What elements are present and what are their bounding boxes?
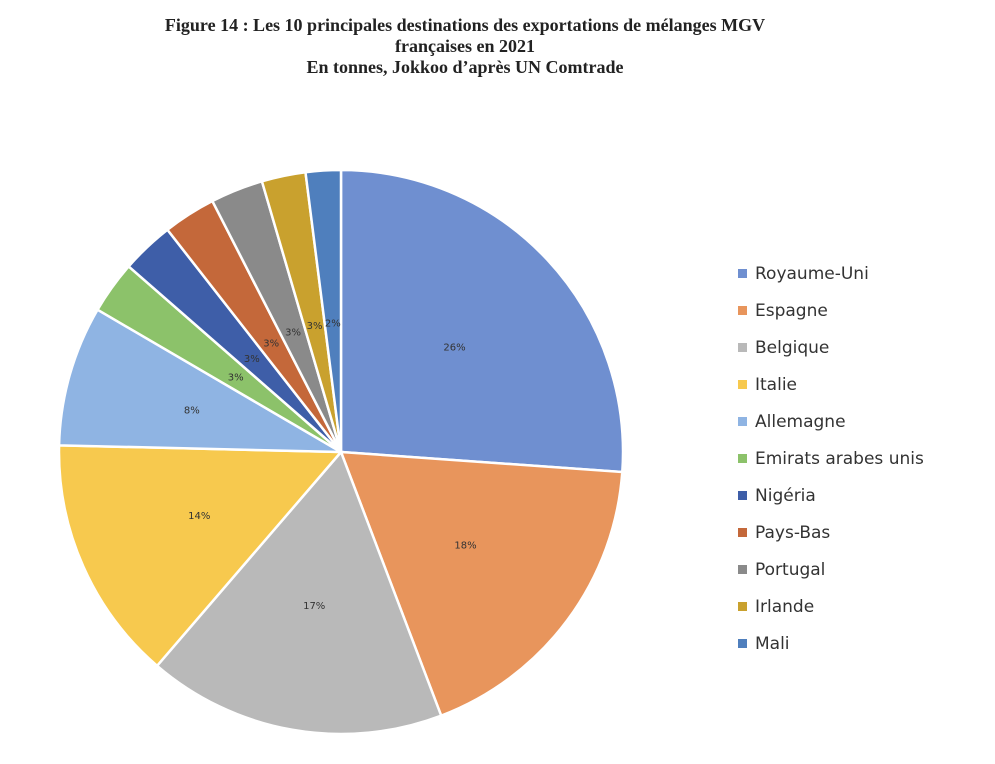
legend-label: Belgique xyxy=(755,337,830,358)
legend-swatch xyxy=(738,380,747,389)
slice-percent-label: 3% xyxy=(228,372,244,383)
legend-item: Espagne xyxy=(738,292,924,329)
legend-swatch xyxy=(738,269,747,278)
legend-item: Belgique xyxy=(738,329,924,366)
figure-title-line-1: Figure 14 : Les 10 principales destinati… xyxy=(164,15,766,35)
slice-percent-label: 3% xyxy=(285,327,301,338)
legend-label: Espagne xyxy=(755,300,828,321)
legend-item: Allemagne xyxy=(738,403,924,440)
legend-swatch xyxy=(738,417,747,426)
chart-legend: Royaume-Uni Espagne Belgique Italie Allemagn… xyxy=(738,255,924,662)
legend-swatch xyxy=(738,306,747,315)
pie-slice-royaume-uni xyxy=(339,168,625,474)
figure-title-line-3: En tonnes, Jokkoo d’après UN Comtrade xyxy=(306,57,624,77)
legend-label: Nigéria xyxy=(755,485,816,506)
legend-item: Nigéria xyxy=(738,477,924,514)
pie-slice-allemagne xyxy=(57,308,342,454)
legend-swatch xyxy=(738,491,747,500)
slice-percent-label: 26% xyxy=(443,342,465,353)
figure-title-line-2: françaises en 2021 xyxy=(395,36,535,56)
pie-slice-espagne xyxy=(339,450,624,718)
legend-label: Irlande xyxy=(755,596,815,617)
legend-label: Allemagne xyxy=(755,411,846,432)
pie-slice-italie xyxy=(57,444,344,668)
slice-percent-label: 17% xyxy=(303,601,325,612)
slice-percent-label: 3% xyxy=(263,339,279,350)
slice-percent-label: 14% xyxy=(188,511,210,522)
legend-label: Royaume-Uni xyxy=(755,263,869,284)
legend-item: Portugal xyxy=(738,551,924,588)
slice-percent-label: 2% xyxy=(325,319,341,330)
pie-chart: 26%18%17%14%8%3%3%3%3%3% 2% xyxy=(57,168,625,736)
legend-swatch xyxy=(738,343,747,352)
legend-swatch xyxy=(738,639,747,648)
legend-label: Pays-Bas xyxy=(755,522,831,543)
legend-label: Portugal xyxy=(755,559,826,580)
slice-percent-label: 3% xyxy=(244,354,260,365)
pie-slice-mali xyxy=(304,168,343,453)
legend-item: Royaume-Uni xyxy=(738,255,924,292)
pie-slice-belgique xyxy=(155,449,443,736)
slice-percent-label: 3% xyxy=(307,321,323,332)
slice-percent-label: 8% xyxy=(184,406,200,417)
legend-swatch xyxy=(738,565,747,574)
legend-swatch xyxy=(738,528,747,537)
legend-item: Irlande xyxy=(738,588,924,625)
legend-item: Mali xyxy=(738,625,924,662)
legend-swatch xyxy=(738,602,747,611)
legend-label: Mali xyxy=(755,633,790,654)
legend-label: Emirats arabes unis xyxy=(755,448,924,469)
legend-item: Emirats arabes unis xyxy=(738,440,924,477)
figure-title: Figure 14 : Les 10 principales destinati… xyxy=(80,15,850,78)
legend-item: Italie xyxy=(738,366,924,403)
legend-label: Italie xyxy=(755,374,798,395)
legend-swatch xyxy=(738,454,747,463)
legend-item: Pays-Bas xyxy=(738,514,924,551)
slice-percent-label: 18% xyxy=(454,541,476,552)
